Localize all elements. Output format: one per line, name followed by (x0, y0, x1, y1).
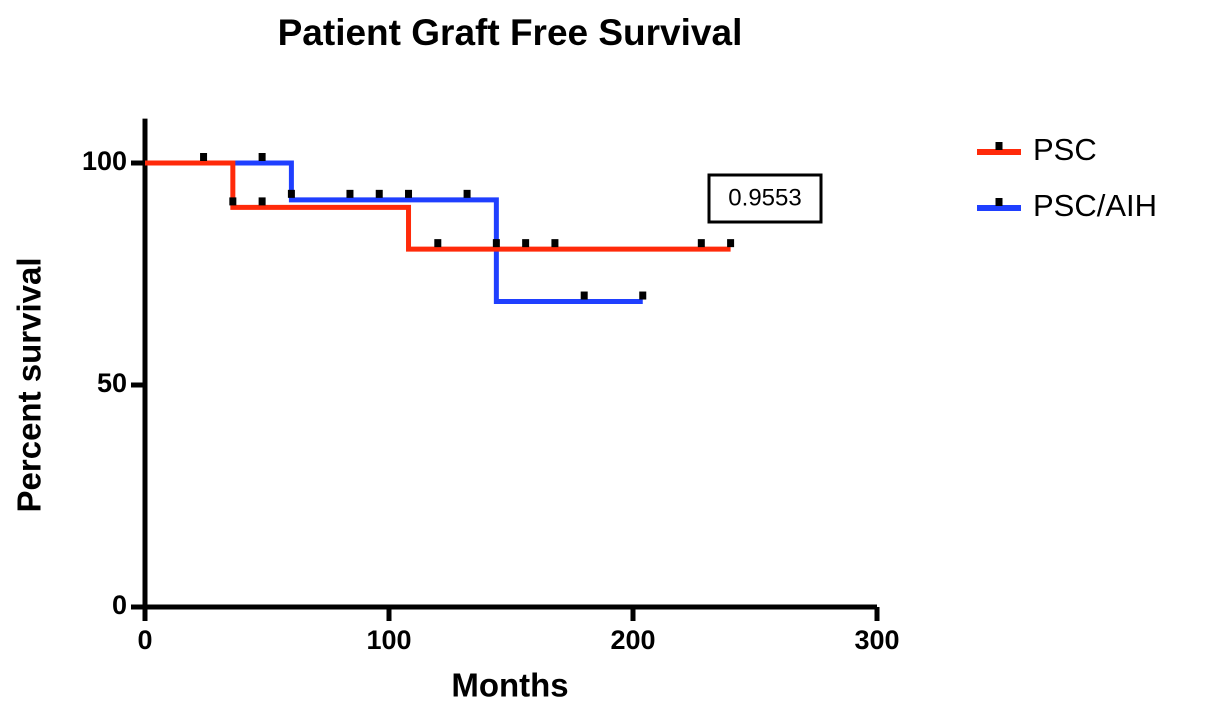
x-axis-label: Months (451, 667, 568, 704)
censor-mark (522, 239, 530, 248)
x-tick-label: 100 (366, 625, 411, 655)
censor-mark (463, 189, 471, 198)
censor-mark (551, 239, 559, 248)
censor-mark (580, 291, 588, 300)
annotation-box (707, 173, 823, 224)
censor-mark (639, 291, 647, 300)
survival-line (145, 160, 731, 252)
censor-mark (346, 189, 354, 198)
x-tick-label: 0 (137, 625, 152, 655)
y-tick-label: 0 (112, 590, 127, 620)
censor-mark (727, 239, 735, 248)
legend-marker (995, 142, 1003, 150)
x-tick-label: 300 (854, 625, 899, 655)
censor-mark (200, 153, 208, 161)
legend-marker (995, 198, 1003, 206)
y-axis-label: Percent survival (11, 258, 48, 513)
censor-mark (287, 189, 295, 198)
y-tick-label: 100 (82, 146, 127, 176)
censor-mark (375, 189, 383, 198)
censor-mark (229, 197, 237, 206)
annotation: 0.9553 (728, 184, 801, 211)
legend-label: PSC/AIH (1033, 188, 1157, 223)
censor-mark (405, 189, 413, 198)
y-tick-label: 50 (97, 368, 127, 398)
censor-mark (258, 153, 266, 161)
censor-mark (492, 239, 500, 248)
censor-mark (258, 197, 266, 206)
chart-title: Patient Graft Free Survival (278, 12, 743, 53)
legend-label: PSC (1033, 132, 1097, 167)
survival-line (145, 160, 643, 305)
censor-mark (697, 239, 705, 248)
x-tick-label: 200 (610, 625, 655, 655)
censor-mark (434, 239, 442, 248)
